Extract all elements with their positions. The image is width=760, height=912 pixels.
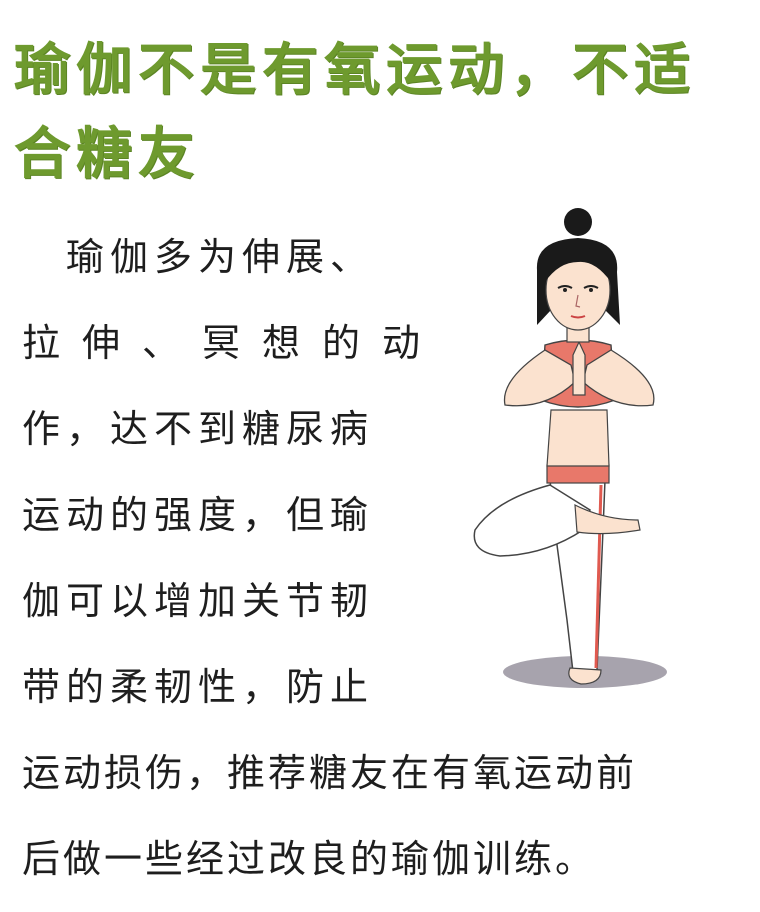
page-title: 瑜伽不是有氧运动，不适合糖友 — [14, 37, 696, 187]
body-line: 带的柔韧性，防止 — [22, 665, 375, 709]
woman-yoga-tree-pose-icon — [473, 208, 667, 688]
article-body: 瑜伽多为伸展、 拉伸、冥想的动 作，达不到糖尿病 运动的强度，但瑜 伽可以增加关… — [22, 224, 637, 912]
body-line: 伽可以增加关节韧 — [22, 579, 375, 623]
body-line: 运动的强度，但瑜 — [22, 493, 375, 537]
body-line: 作，达不到糖尿病 — [22, 407, 375, 451]
body-line: 后做一些经过改良的瑜伽训练。 — [22, 837, 597, 881]
body-line: 拉伸、冥想的动 — [22, 321, 443, 365]
body-line: 运动损伤，推荐糖友在有氧运动前 — [22, 751, 638, 795]
body-line: 瑜伽多为伸展、 — [22, 235, 375, 279]
